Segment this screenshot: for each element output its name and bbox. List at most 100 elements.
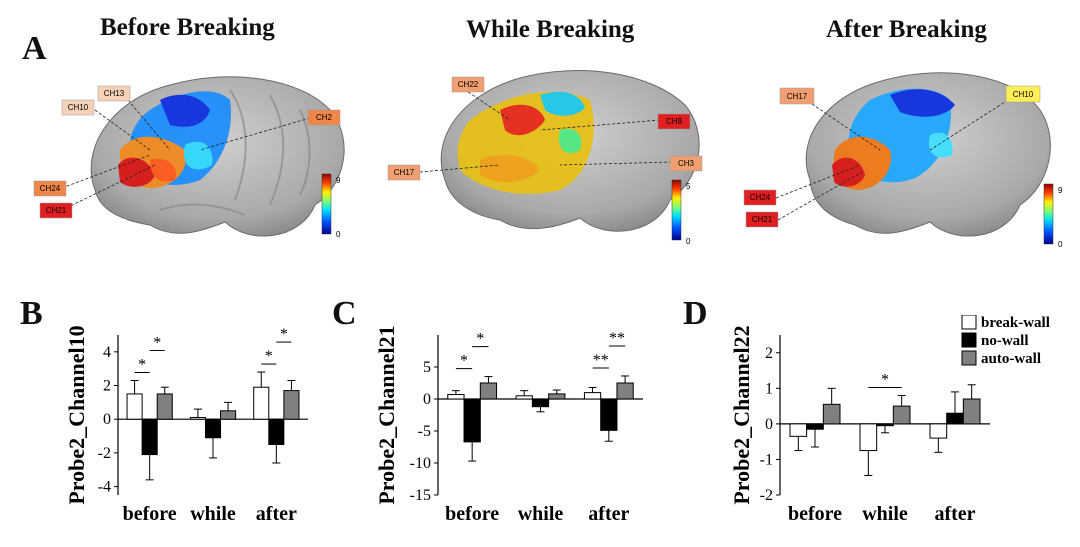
channel-label: CH24 [750, 193, 771, 202]
significance-marker: * [460, 353, 468, 370]
x-category-label: while [518, 503, 564, 525]
bar [929, 423, 948, 439]
channel-label: CH3 [678, 159, 695, 168]
bar [583, 392, 602, 400]
colorbar-max-while: 5 [686, 182, 691, 191]
bar [892, 405, 911, 425]
bar [283, 390, 300, 420]
y-tick-label: -5 [418, 423, 431, 440]
channel-label: CH10 [1013, 90, 1034, 99]
y-tick-label: 5 [423, 359, 431, 376]
legend-label: no-wall [981, 333, 1029, 349]
channel-label: CH2 [316, 113, 333, 122]
panel-label-d: D [683, 295, 708, 332]
brain-map-title-before: Before Breaking [100, 14, 275, 41]
y-tick-label: 2 [765, 345, 773, 362]
legend-swatch [961, 332, 977, 348]
y-tick-label: 4 [103, 344, 111, 361]
bar [268, 418, 285, 445]
colorbar-min-before: 0 [336, 230, 341, 239]
significance-marker: * [265, 348, 273, 365]
bar [946, 412, 964, 425]
bar [806, 423, 824, 430]
legend-label: break-wall [981, 315, 1050, 331]
colorbar-min-after: 0 [1058, 240, 1063, 249]
brain-map-title-while: While Breaking [466, 16, 635, 43]
bar [156, 393, 173, 420]
significance-marker: ** [593, 352, 609, 369]
bar [531, 398, 550, 408]
y-tick-label: -1 [760, 451, 773, 468]
panel-label-a: A [22, 30, 47, 67]
y-tick-label: 1 [765, 380, 773, 397]
panel-label-b: B [20, 295, 43, 332]
x-category-label: after [588, 503, 629, 525]
bar [141, 418, 158, 456]
channel-label: CH13 [104, 89, 125, 98]
bar [789, 423, 808, 437]
y-axis-label: Probe2_Channel10 [64, 325, 89, 504]
x-category-label: before [788, 503, 842, 525]
panel-label-c: C [332, 295, 357, 332]
x-category-label: while [190, 503, 236, 525]
colorbar-max-before: 9 [336, 176, 341, 185]
colorbar-max-after: 9 [1058, 186, 1063, 195]
brain-while: 5 0 CH22 CH9 CH3 CH17 [387, 70, 703, 246]
y-tick-label: 2 [103, 378, 111, 395]
y-tick-label: 0 [103, 411, 111, 428]
significance-marker: * [138, 356, 146, 373]
bar [548, 393, 566, 400]
y-axis-label: Probe2_Channel22 [729, 325, 754, 504]
significance-marker: ** [609, 330, 625, 347]
brain-after: 9 0 CH17 CH10 CH24 CH21 [743, 72, 1063, 249]
y-tick-label: -4 [98, 479, 111, 496]
y-tick-label: -10 [410, 455, 431, 472]
significance-marker: * [153, 334, 161, 351]
bar [962, 398, 981, 425]
channel-label: CH17 [787, 92, 808, 101]
brain-maps-figure: 9 0 CH13 CH10 CH2 CH24 CH21 5 0 [33, 70, 1063, 249]
y-axis-label: Probe2_Channel21 [374, 325, 399, 504]
significance-marker: * [476, 331, 484, 348]
bar [447, 394, 465, 400]
bar [515, 395, 533, 400]
bar [189, 417, 206, 420]
channel-label: CH17 [394, 168, 415, 177]
channel-label: CH21 [46, 206, 67, 215]
brain-before: 9 0 CH13 CH10 CH2 CH24 CH21 [33, 76, 345, 239]
channel-label: CH22 [458, 80, 479, 89]
y-tick-label: 0 [765, 416, 773, 433]
x-category-label: after [256, 503, 297, 525]
y-tick-label: -15 [410, 487, 431, 504]
y-tick-label: -2 [98, 445, 111, 462]
legend-label: auto-wall [981, 351, 1041, 367]
colorbar-min-while: 0 [686, 237, 691, 246]
significance-marker: * [881, 371, 889, 388]
significance-marker: * [280, 326, 288, 343]
bar [822, 403, 841, 425]
bar [616, 382, 634, 400]
x-category-label: while [862, 503, 908, 525]
bar [253, 386, 270, 420]
x-category-label: before [445, 503, 499, 525]
x-category-label: before [123, 503, 177, 525]
brain-map-title-after: After Breaking [826, 16, 987, 43]
bar [600, 398, 618, 431]
bar [876, 423, 894, 427]
channel-label: CH10 [68, 103, 89, 112]
channel-label: CH9 [666, 117, 683, 126]
y-tick-label: 0 [423, 391, 431, 408]
x-category-label: after [934, 503, 975, 525]
channel-label: CH24 [40, 184, 61, 193]
bar [204, 418, 222, 439]
y-tick-label: -2 [760, 487, 773, 504]
bar [479, 382, 498, 400]
legend-swatch [961, 350, 977, 366]
legend-swatch [961, 315, 977, 330]
bar [859, 423, 878, 452]
bar [126, 393, 143, 420]
channel-label: CH21 [752, 215, 773, 224]
